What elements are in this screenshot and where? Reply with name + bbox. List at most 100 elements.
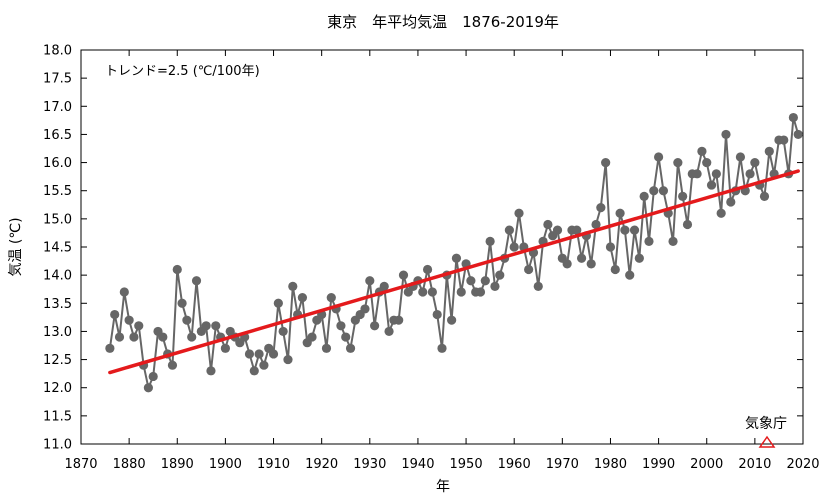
data-point [490, 281, 500, 291]
y-tick-label: 16.0 [43, 156, 72, 171]
data-point [692, 169, 702, 179]
data-point [466, 276, 476, 286]
data-point [379, 281, 389, 291]
x-tick-label: 1900 [209, 457, 242, 472]
x-tick-label: 2000 [690, 457, 723, 472]
data-point [649, 186, 659, 196]
x-tick-label: 1970 [546, 457, 579, 472]
data-point [605, 242, 616, 252]
data-point [639, 191, 649, 201]
data-point [191, 276, 202, 286]
data-point [706, 180, 717, 190]
data-point [750, 157, 760, 168]
data-point [779, 135, 789, 145]
data-point [110, 309, 120, 320]
data-point [533, 281, 543, 291]
x-tick-label: 2010 [738, 457, 771, 472]
data-point [759, 191, 770, 201]
y-tick-label: 16.5 [43, 128, 72, 143]
x-tick-label: 1880 [113, 457, 146, 472]
y-tick-label: 18.0 [43, 44, 72, 59]
data-point [177, 298, 187, 308]
data-point [591, 219, 601, 230]
data-point [114, 332, 125, 342]
data-point [326, 293, 336, 303]
logo-text: 気象庁 [745, 416, 787, 432]
data-point [514, 208, 524, 218]
y-tick-label: 11.5 [43, 409, 72, 424]
logo: 気象庁 [745, 416, 787, 448]
x-tick-label: 1890 [161, 457, 194, 472]
x-axis: 1870 1880 1890 1900 1910 1920 1930 1940 1950 1960… [64, 50, 820, 472]
data-point [764, 146, 774, 156]
data-point [370, 321, 380, 331]
data-point [341, 332, 351, 342]
data-point [360, 304, 370, 314]
data-point [586, 259, 596, 269]
data-point [119, 287, 129, 297]
data-point [432, 309, 442, 320]
data-point [182, 315, 192, 325]
data-point [682, 219, 693, 230]
y-axis-title: 気温 (℃) [8, 217, 24, 276]
y-tick-label: 14.0 [43, 269, 72, 284]
data-point [447, 315, 457, 325]
data-point [601, 157, 611, 168]
data-point [398, 270, 409, 280]
data-point [475, 287, 486, 297]
trend-annotation: トレンド=2.5 (℃/100年) [105, 64, 260, 79]
data-point [365, 276, 375, 286]
data-point [793, 129, 803, 140]
data-point [658, 186, 669, 196]
data-point [211, 321, 221, 331]
x-tick-label: 1940 [401, 457, 434, 472]
data-point [201, 321, 211, 331]
data-point [485, 236, 495, 246]
data-point [254, 349, 264, 359]
data-point [543, 219, 553, 230]
data-point [437, 343, 447, 353]
data-point [697, 146, 707, 156]
data-point [134, 321, 144, 331]
data-point [427, 287, 437, 297]
data-point [307, 332, 317, 342]
data-point [572, 225, 582, 235]
data-point [167, 360, 178, 370]
data-point [596, 203, 606, 213]
y-axis: 11.0 11.5 12.0 12.5 13.0 13.5 14.0 14.5 15.0 15.5… [43, 44, 803, 453]
data-point [220, 343, 230, 353]
chart-title: 東京 年平均気温 1876-2019年 [327, 13, 559, 31]
data-point [629, 225, 640, 235]
x-tick-label: 1980 [594, 457, 627, 472]
data-point [273, 298, 283, 308]
data-point [124, 315, 134, 325]
data-point [644, 236, 654, 246]
data-point [721, 129, 731, 140]
data-point [172, 264, 182, 275]
data-point [129, 332, 139, 342]
data-point [158, 332, 168, 342]
data-point [625, 270, 635, 280]
plot-frame [80, 49, 804, 445]
x-tick-label: 1960 [498, 457, 531, 472]
x-tick-label: 1910 [257, 457, 290, 472]
data-point [634, 253, 644, 263]
y-tick-label: 12.5 [43, 353, 72, 368]
x-tick-label: 1920 [305, 457, 338, 472]
data-point [283, 354, 293, 365]
data-point [259, 360, 269, 370]
data-point [451, 253, 462, 263]
y-tick-label: 11.0 [43, 438, 72, 453]
data-point [668, 236, 678, 246]
series-line [108, 117, 800, 391]
logo-triangle-icon [758, 435, 776, 448]
x-tick-label: 1930 [353, 457, 386, 472]
data-point [288, 281, 298, 291]
data-point [504, 225, 514, 235]
data-point [480, 276, 490, 286]
data-point [509, 242, 519, 252]
data-point [278, 326, 288, 337]
data-point [745, 169, 755, 179]
y-tick-label: 14.5 [43, 241, 72, 256]
data-point [678, 191, 688, 201]
